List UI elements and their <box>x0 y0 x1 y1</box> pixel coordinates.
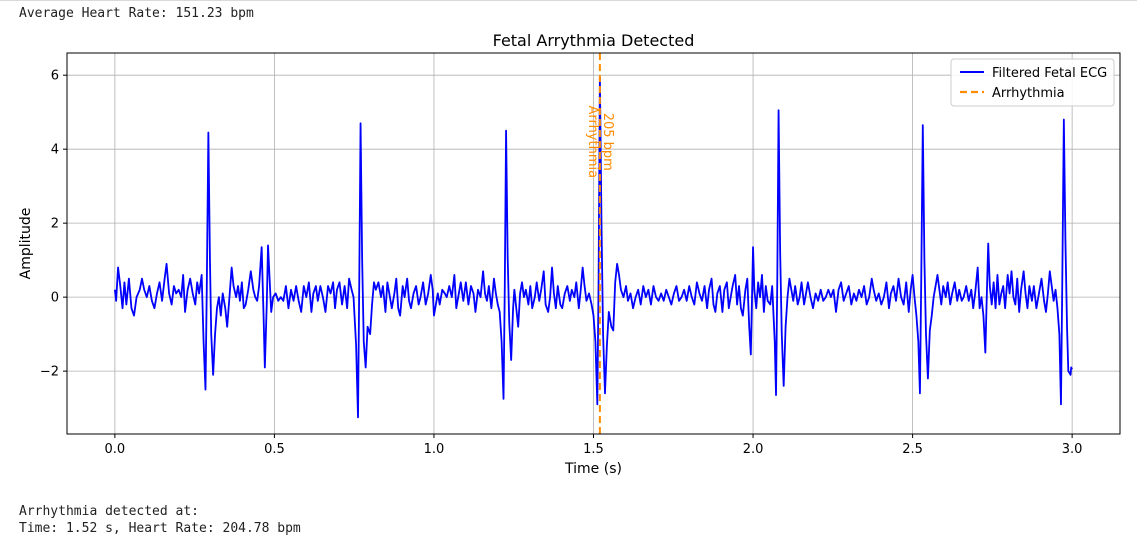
average-heart-rate-output: Average Heart Rate: 151.23 bpm <box>19 6 254 21</box>
top-divider <box>0 0 1137 1</box>
arrhythmia-annotation: 205 bpmArrhythmia <box>585 105 615 178</box>
x-tick-label: 2.0 <box>743 442 764 457</box>
x-tick-label: 3.0 <box>1062 442 1083 457</box>
arrhythmia-detail-output: Time: 1.52 s, Heart Rate: 204.78 bpm <box>19 521 301 536</box>
x-tick-label: 1.5 <box>583 442 604 457</box>
x-tick-label: 0.0 <box>105 442 126 457</box>
legend-label-ecg: Filtered Fetal ECG <box>992 66 1107 81</box>
y-axis-label: Amplitude <box>18 208 34 280</box>
legend-box <box>950 58 1115 107</box>
arrhythmia-annotation-line: 205 bpm <box>600 113 615 171</box>
x-tick-label: 0.5 <box>264 442 285 457</box>
y-tick-label: 6 <box>51 69 59 84</box>
ecg-series-line <box>113 76 1073 419</box>
x-axis-label: Time (s) <box>564 461 622 477</box>
legend-label-arrhythmia: Arrhythmia <box>992 86 1065 101</box>
arrhythmia-annotation-line: Arrhythmia <box>585 105 600 178</box>
plot-frame <box>66 52 1121 435</box>
y-tick-label: 4 <box>51 143 59 158</box>
y-tick-label: 2 <box>51 217 59 232</box>
x-tick-label: 2.5 <box>902 442 923 457</box>
x-tick-label: 1.0 <box>424 442 445 457</box>
chart-title: Fetal Arrythmia Detected <box>493 31 695 50</box>
y-tick-label: −2 <box>40 365 59 380</box>
y-tick-label: 0 <box>51 291 59 306</box>
arrhythmia-header-output: Arrhythmia detected at: <box>19 504 200 519</box>
